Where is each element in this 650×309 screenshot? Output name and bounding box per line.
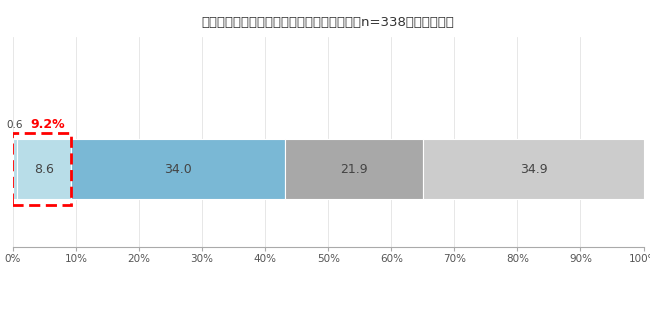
Text: 21.9: 21.9 [341, 163, 369, 176]
Text: 8.6: 8.6 [34, 163, 54, 176]
Text: 34.9: 34.9 [519, 163, 547, 176]
Bar [423, 139, 644, 199]
Bar [71, 139, 285, 199]
Text: 34.0: 34.0 [164, 163, 192, 176]
Text: 9.2%: 9.2% [31, 118, 65, 131]
Bar [285, 139, 423, 199]
Bar [13, 139, 17, 199]
Bar [17, 139, 71, 199]
Title: 今後、企業で副業・複業を認めるかどうか（n=338、単数回答）: 今後、企業で副業・複業を認めるかどうか（n=338、単数回答） [202, 16, 455, 29]
Text: 0.6: 0.6 [6, 120, 23, 129]
